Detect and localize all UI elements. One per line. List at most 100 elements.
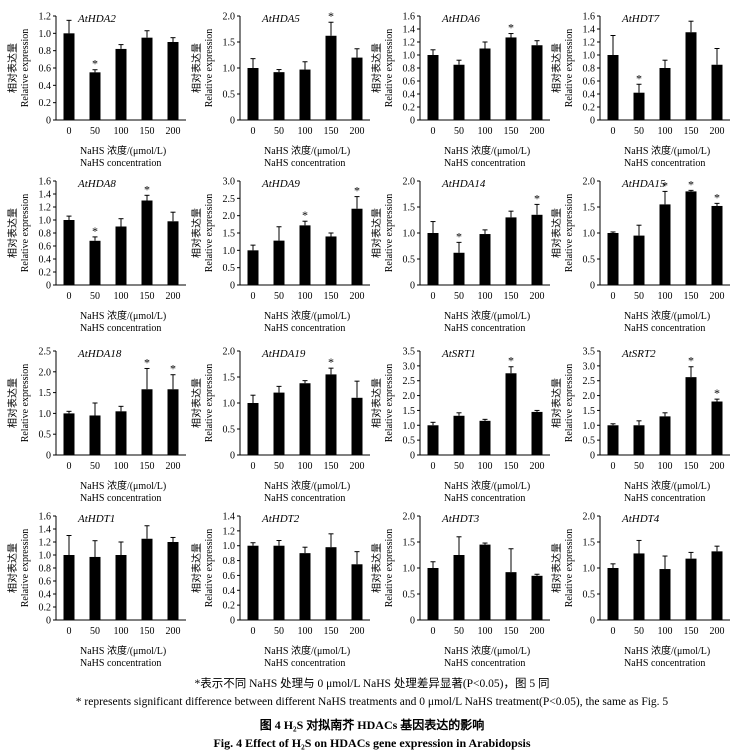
y-tick-label: 0: [410, 116, 415, 127]
x-tick-label: 150: [504, 291, 519, 302]
significance-mark: *: [144, 182, 150, 196]
y-axis-label-en: Relative expression: [564, 194, 575, 273]
x-tick-label: 200: [530, 291, 545, 302]
panel-title: AtHDT2: [261, 513, 300, 525]
y-axis-label-en: Relative expression: [204, 194, 215, 273]
significance-mark: *: [714, 386, 720, 400]
y-axis-label-en: Relative expression: [384, 194, 395, 273]
y-axis-label-en: Relative expression: [384, 364, 395, 443]
x-tick-label: 50: [274, 626, 284, 637]
y-tick-label: 1.2: [403, 38, 416, 49]
bar: [453, 415, 465, 455]
y-tick-label: 1.2: [223, 526, 236, 537]
y-tick-label: 0: [230, 281, 235, 292]
y-tick-label: 0.2: [403, 103, 416, 114]
x-tick-label: 0: [431, 461, 436, 472]
bar: [63, 413, 75, 455]
y-tick-label: 1.0: [583, 564, 596, 575]
x-tick-label: 50: [634, 461, 644, 472]
y-tick-label: 0.4: [39, 81, 52, 92]
y-tick-label: 1.4: [403, 25, 416, 36]
significance-mark: *: [508, 354, 514, 368]
bar: [247, 68, 259, 120]
y-tick-label: 2.0: [403, 391, 416, 402]
panel-athda15: 0 0.5 1.0 1.5 2.0 0 50 * 100 * 150 * 200 AtHDA15 相对表达量…: [550, 177, 730, 334]
y-axis-label-en: Relative expression: [564, 29, 575, 108]
bar: [607, 55, 619, 120]
y-tick-label: 2.0: [583, 391, 596, 402]
significance-mark: *: [534, 191, 540, 205]
bar: [167, 389, 179, 455]
x-tick-label: 150: [504, 461, 519, 472]
figure-title-en: Fig. 4 Effect of H₂S on HDACs gene expre…: [213, 736, 531, 750]
x-tick-label: 200: [166, 461, 181, 472]
y-tick-label: 1.5: [403, 538, 416, 549]
y-tick-label: 0: [590, 616, 595, 627]
x-tick-label: 200: [350, 461, 365, 472]
bar: [89, 72, 101, 120]
x-tick-label: 200: [166, 626, 181, 637]
y-tick-label: 1.0: [223, 541, 236, 552]
y-tick-label: 1.2: [39, 538, 52, 549]
bar: [247, 545, 259, 620]
y-axis-label-en: Relative expression: [204, 29, 215, 108]
x-axis-label-cn: NaHS 浓度/(μmol/L): [624, 644, 710, 657]
significance-mark: *: [302, 208, 308, 222]
panel-atsrt2: 0 0.5 1.0 1.5 2.0 2.5 3.0 3.5 0 50 100 * 150 * 200 AtSR…: [550, 347, 730, 504]
y-tick-label: 0.4: [223, 586, 236, 597]
significance-mark: *: [688, 177, 694, 191]
y-tick-label: 0.8: [39, 564, 52, 575]
y-tick-label: 3.0: [403, 361, 416, 372]
y-axis-label-en: Relative expression: [20, 194, 31, 273]
significance-mark: *: [92, 224, 98, 238]
y-tick-label: 0.2: [39, 98, 52, 109]
y-tick-label: 0: [410, 451, 415, 462]
significance-mark: *: [170, 362, 176, 376]
bar: [89, 415, 101, 455]
x-tick-label: 200: [710, 461, 725, 472]
panel-title: AtHDA18: [77, 348, 122, 360]
y-tick-label: 1.5: [223, 38, 236, 49]
y-tick-label: 0.5: [583, 590, 596, 601]
bar: [351, 57, 363, 120]
x-tick-label: 0: [67, 126, 72, 137]
bar: [633, 425, 645, 455]
bar: [659, 416, 671, 455]
x-tick-label: 50: [634, 126, 644, 137]
x-tick-label: 200: [166, 126, 181, 137]
x-tick-label: 0: [251, 461, 256, 472]
bar: [427, 425, 439, 455]
bar: [685, 191, 697, 285]
y-tick-label: 0.5: [223, 425, 236, 436]
x-axis-label-en: NaHS concentration: [80, 493, 161, 504]
figure-title-cn: 图 4 H₂S 对拟南芥 HDACs 基因表达的影响: [259, 718, 485, 732]
bar: [479, 48, 491, 120]
y-tick-label: 1.5: [583, 538, 596, 549]
y-tick-label: 0: [410, 616, 415, 627]
bar: [63, 33, 75, 121]
x-tick-label: 200: [710, 126, 725, 137]
y-tick-label: 0: [410, 281, 415, 292]
x-tick-label: 150: [324, 291, 339, 302]
bar: [115, 48, 127, 120]
x-tick-label: 150: [140, 626, 155, 637]
x-tick-label: 50: [274, 461, 284, 472]
x-axis-label-cn: NaHS 浓度/(μmol/L): [264, 644, 350, 657]
panel-athda19: 0 0.5 1.0 1.5 2.0 0 50 100 * 150 200 AtHDA19 相对表达量 Re…: [190, 347, 370, 504]
y-tick-label: 2.5: [223, 194, 236, 205]
bar: [351, 564, 363, 620]
y-axis-label-cn: 相对表达量: [6, 43, 19, 93]
x-tick-label: 200: [350, 126, 365, 137]
bar: [453, 555, 465, 620]
bar: [505, 217, 517, 285]
x-tick-label: 50: [634, 291, 644, 302]
bar: [273, 392, 285, 455]
x-axis-label-cn: NaHS 浓度/(μmol/L): [80, 479, 166, 492]
panel-title: AtSRT1: [441, 348, 476, 360]
y-tick-label: 1.0: [403, 229, 416, 240]
y-tick-label: 0.5: [583, 436, 596, 447]
x-tick-label: 50: [634, 626, 644, 637]
x-tick-label: 100: [658, 626, 673, 637]
bar: [453, 64, 465, 120]
y-tick-label: 0: [590, 116, 595, 127]
